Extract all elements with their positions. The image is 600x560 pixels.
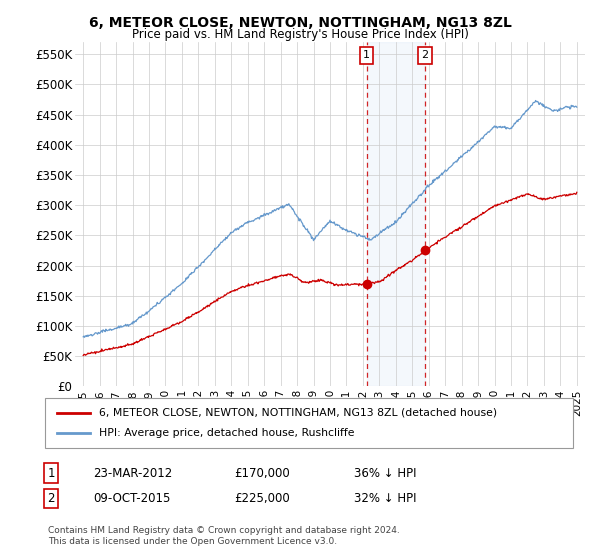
Text: 36% ↓ HPI: 36% ↓ HPI [354,466,416,480]
Bar [367,42,425,386]
Text: 6, METEOR CLOSE, NEWTON, NOTTINGHAM, NG13 8ZL: 6, METEOR CLOSE, NEWTON, NOTTINGHAM, NG1… [89,16,511,30]
Text: 1: 1 [47,466,55,480]
Text: Price paid vs. HM Land Registry's House Price Index (HPI): Price paid vs. HM Land Registry's House … [131,28,469,41]
Text: 09-OCT-2015: 09-OCT-2015 [93,492,170,505]
Text: £170,000: £170,000 [234,466,290,480]
Text: 6, METEOR CLOSE, NEWTON, NOTTINGHAM, NG13 8ZL (detached house): 6, METEOR CLOSE, NEWTON, NOTTINGHAM, NG1… [99,408,497,418]
Text: Contains HM Land Registry data © Crown copyright and database right 2024.
This d: Contains HM Land Registry data © Crown c… [48,526,400,546]
Text: £225,000: £225,000 [234,492,290,505]
Text: HPI: Average price, detached house, Rushcliffe: HPI: Average price, detached house, Rush… [99,428,355,438]
Text: 1: 1 [363,50,370,60]
Text: 2: 2 [421,50,428,60]
Text: 32% ↓ HPI: 32% ↓ HPI [354,492,416,505]
Text: 2: 2 [47,492,55,505]
Text: 23-MAR-2012: 23-MAR-2012 [93,466,172,480]
